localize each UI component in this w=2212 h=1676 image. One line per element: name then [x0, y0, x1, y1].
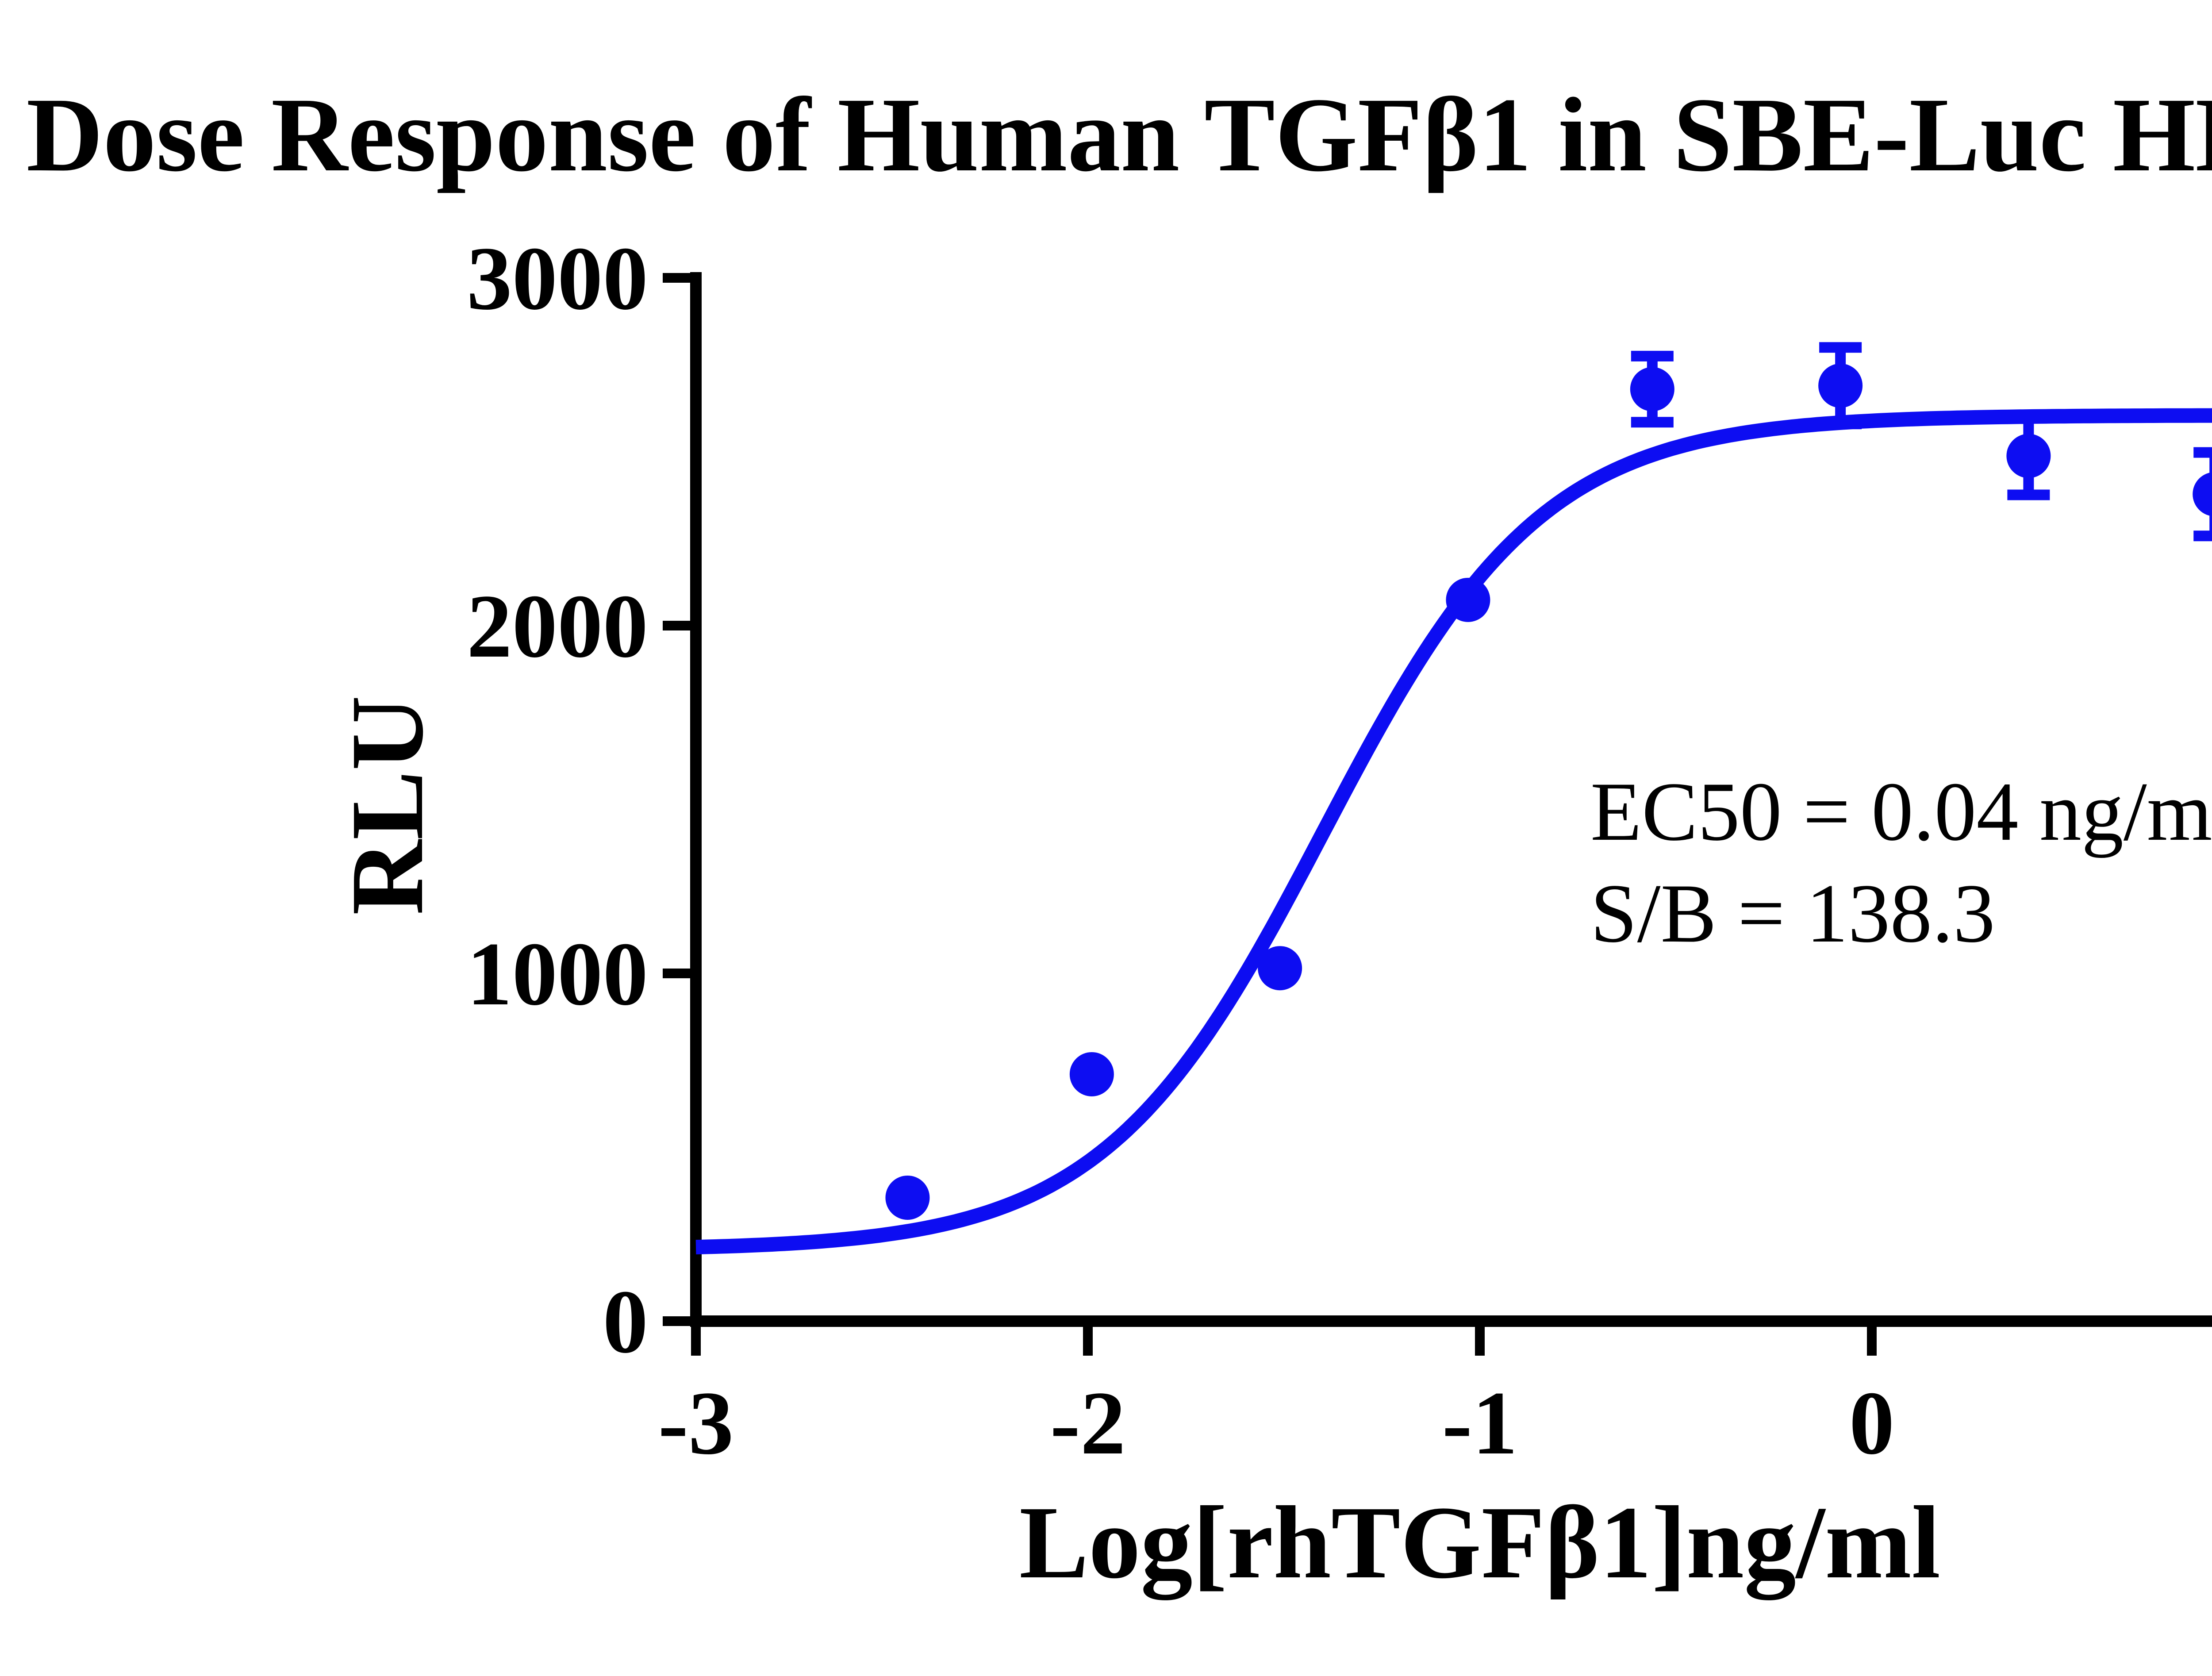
data-point-marker [2193, 472, 2212, 516]
data-point-marker [1446, 577, 1490, 622]
data-point-marker [2006, 434, 2051, 478]
x-tick-label: -2 [1050, 1373, 1126, 1473]
data-point-marker [1818, 363, 1863, 408]
x-axis-title: Log[rhTGFβ1]ng/ml [1019, 1485, 1940, 1600]
y-tick-label: 3000 [467, 228, 648, 329]
y-tick-label: 1000 [467, 924, 648, 1024]
data-point-marker [1630, 367, 1674, 411]
data-points [885, 363, 2212, 1220]
y-tick-label: 0 [603, 1272, 649, 1372]
ec50-annotation: EC50 = 0.04 ng/ml [1590, 765, 2212, 858]
chart-title: Dose Response of Human TGFβ1 in SBE-Luc … [27, 76, 2212, 193]
x-tick-label: 0 [1849, 1373, 1895, 1473]
y-axis-title: RLU [330, 696, 445, 915]
data-point-marker [885, 1175, 930, 1220]
data-point-marker [1069, 1052, 1114, 1096]
data-point-marker [1258, 946, 1302, 991]
error-bars [1631, 342, 2212, 542]
x-tick-label: -3 [658, 1373, 734, 1473]
y-tick-label: 2000 [467, 576, 648, 677]
x-tick-label: -1 [1442, 1373, 1518, 1473]
signal-background-annotation: S/B = 138.3 [1590, 867, 1995, 960]
